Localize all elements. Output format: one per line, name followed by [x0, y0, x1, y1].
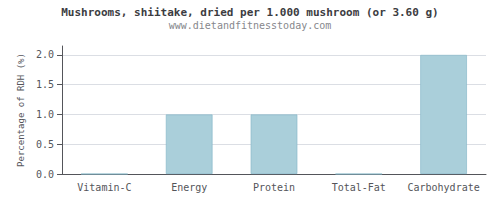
svg-text:Mushrooms, shiitake, dried per: Mushrooms, shiitake, dried per 1.000 mus…: [61, 6, 439, 19]
svg-text:1.0: 1.0: [36, 109, 54, 120]
svg-text:2.0: 2.0: [36, 49, 54, 60]
svg-text:Carbohydrate: Carbohydrate: [407, 182, 479, 193]
svg-text:Vitamin-C: Vitamin-C: [77, 182, 131, 193]
svg-text:Protein: Protein: [253, 182, 295, 193]
svg-text:Percentage of RDH (%): Percentage of RDH (%): [16, 53, 26, 167]
svg-text:Total-Fat: Total-Fat: [332, 182, 386, 193]
svg-text:0.5: 0.5: [36, 139, 54, 150]
svg-text:0.0: 0.0: [36, 169, 54, 180]
svg-text:1.5: 1.5: [36, 79, 54, 90]
svg-text:www.dietandfitnesstoday.com: www.dietandfitnesstoday.com: [169, 20, 332, 31]
svg-text:Energy: Energy: [171, 182, 207, 193]
